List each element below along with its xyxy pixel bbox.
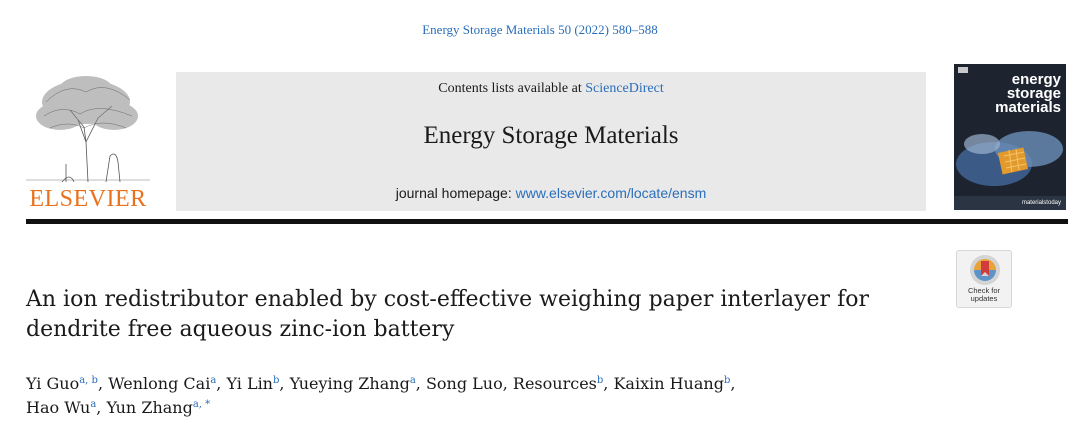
journal-citation[interactable]: Energy Storage Materials 50 (2022) 580–5…: [422, 22, 658, 37]
author-affiliation[interactable]: a: [90, 399, 97, 410]
header-divider: [26, 219, 1068, 224]
check-for-updates-button[interactable]: Check for updates: [956, 250, 1012, 308]
crossmark-line: Check for: [967, 286, 1001, 295]
crossmark-icon: [970, 255, 1000, 285]
author-affiliation[interactable]: a, *: [192, 399, 211, 410]
author-name[interactable]: Yi Guo: [26, 374, 80, 393]
author-name[interactable]: Yueying Zhang: [289, 374, 410, 393]
author-name[interactable]: Kaixin Huang: [613, 374, 724, 393]
cover-title-line: storage: [1006, 85, 1061, 102]
publisher-name: ELSEVIER: [29, 186, 147, 212]
check-for-updates-label: Check for updates: [957, 287, 1011, 303]
homepage-line: journal homepage: www.elsevier.com/locat…: [176, 185, 926, 201]
author-affiliation[interactable]: a: [409, 375, 416, 386]
homepage-link[interactable]: www.elsevier.com/locate/ensm: [515, 185, 707, 201]
author-affiliation[interactable]: a: [210, 375, 217, 386]
journal-banner: Contents lists available at ScienceDirec…: [176, 72, 926, 211]
cover-footer: materialstoday: [1021, 200, 1061, 206]
author-name[interactable]: Wenlong Cai: [108, 374, 211, 393]
author-affiliation[interactable]: b: [596, 375, 604, 386]
journal-cover-image[interactable]: energy storage materials materialstoday: [954, 64, 1066, 210]
contents-line: Contents lists available at ScienceDirec…: [176, 81, 926, 97]
author-name[interactable]: Song Luo, Resources: [425, 374, 597, 393]
crossmark-line: updates: [970, 294, 998, 303]
author-affiliation[interactable]: b: [272, 375, 280, 386]
journal-title: Energy Storage Materials: [423, 122, 679, 149]
author-name[interactable]: Yi Lin: [226, 374, 273, 393]
contents-prefix: Contents lists available at: [438, 81, 586, 96]
author-affiliation[interactable]: b: [723, 375, 731, 386]
author-affiliation[interactable]: a, b: [79, 375, 98, 386]
homepage-prefix: journal homepage:: [395, 185, 516, 201]
cover-title-line: materials: [995, 99, 1061, 116]
sciencedirect-link[interactable]: ScienceDirect: [585, 81, 664, 96]
author-name[interactable]: Hao Wu: [26, 398, 91, 417]
cover-title-line: energy: [1011, 71, 1061, 88]
article-title: An ion redistributor enabled by cost-eff…: [26, 287, 869, 342]
author-list: Yi Guoa, b, Wenlong Caia, Yi Linb, Yueyi…: [26, 374, 736, 417]
elsevier-tree-logo: [26, 72, 150, 212]
author-name[interactable]: Yun Zhang: [106, 398, 193, 417]
cover-title: energy storage materials: [995, 71, 1061, 116]
